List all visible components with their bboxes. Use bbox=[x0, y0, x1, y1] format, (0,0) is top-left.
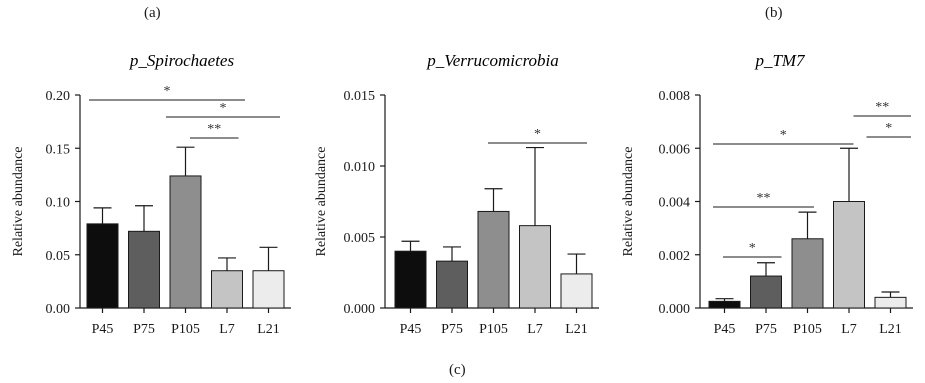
y-tick-label-0-3: 0.15 bbox=[46, 142, 71, 157]
y-tick-label-0-0: 0.00 bbox=[46, 302, 71, 317]
bar-1-P105 bbox=[477, 210, 510, 309]
x-tick-label-1-L7: L7 bbox=[527, 322, 543, 337]
bar-1-L7 bbox=[519, 225, 551, 309]
significance-label-2-2: * bbox=[885, 121, 892, 136]
x-tick-label-0-P45: P45 bbox=[92, 322, 114, 337]
y-tick-label-1-2: 0.010 bbox=[344, 160, 376, 175]
chart-title-1: p_Verrucomicrobia bbox=[426, 51, 559, 70]
x-tick-label-2-P45: P45 bbox=[714, 322, 736, 337]
x-tick-label-1-P75: P75 bbox=[441, 322, 463, 337]
bar-0-L7 bbox=[211, 270, 243, 309]
y-tick-label-2-2: 0.004 bbox=[659, 196, 691, 211]
bar-2-L7 bbox=[833, 201, 865, 309]
chart-title-2: p_TM7 bbox=[754, 51, 806, 70]
panel-label-b: (b) bbox=[765, 5, 783, 21]
significance-label-2-1: * bbox=[780, 128, 787, 143]
y-tick-label-0-2: 0.10 bbox=[46, 196, 71, 211]
significance-label-0-0: * bbox=[164, 84, 171, 99]
bar-2-L21 bbox=[874, 296, 907, 309]
bar-0-P45 bbox=[86, 223, 119, 309]
bar-2-P105 bbox=[791, 238, 824, 309]
x-tick-label-2-P75: P75 bbox=[755, 322, 777, 337]
y-axis-label-0: Relative abundance bbox=[11, 146, 26, 256]
bar-0-P105 bbox=[169, 175, 202, 309]
bar-0-L21 bbox=[252, 270, 285, 309]
bar-2-P75 bbox=[750, 275, 782, 309]
y-axis-label-1: Relative abundance bbox=[314, 146, 329, 256]
bar-1-P75 bbox=[436, 260, 468, 309]
significance-label-0-2: ** bbox=[207, 122, 221, 137]
x-tick-label-0-L7: L7 bbox=[219, 322, 235, 337]
significance-label-2-3: ** bbox=[757, 191, 771, 206]
x-tick-label-0-L21: L21 bbox=[257, 322, 280, 337]
y-tick-label-2-1: 0.002 bbox=[659, 249, 691, 264]
x-tick-label-2-P105: P105 bbox=[793, 322, 822, 337]
x-tick-label-2-L21: L21 bbox=[879, 322, 902, 337]
x-tick-label-0-P105: P105 bbox=[171, 322, 200, 337]
y-tick-label-1-3: 0.015 bbox=[344, 89, 376, 104]
x-tick-label-2-L7: L7 bbox=[841, 322, 857, 337]
y-tick-label-1-0: 0.000 bbox=[344, 302, 376, 317]
significance-label-2-4: * bbox=[749, 241, 756, 256]
y-tick-label-0-4: 0.20 bbox=[46, 89, 71, 104]
y-axis-label-2: Relative abundance bbox=[621, 146, 636, 256]
panel-label-a: (a) bbox=[144, 5, 161, 21]
y-tick-label-0-1: 0.05 bbox=[46, 249, 71, 264]
bar-0-P75 bbox=[128, 230, 160, 309]
y-tick-label-2-4: 0.008 bbox=[659, 89, 691, 104]
y-tick-label-1-1: 0.005 bbox=[344, 231, 376, 246]
x-tick-label-1-P105: P105 bbox=[479, 322, 508, 337]
x-tick-label-0-P75: P75 bbox=[133, 322, 155, 337]
y-tick-label-2-0: 0.000 bbox=[659, 302, 691, 317]
significance-label-0-1: * bbox=[220, 101, 227, 116]
bar-1-P45 bbox=[394, 250, 427, 309]
significance-label-2-0: ** bbox=[875, 100, 889, 115]
significance-label-1-0: * bbox=[534, 127, 541, 142]
chart-title-0: p_Spirochaetes bbox=[129, 51, 235, 70]
y-tick-label-2-3: 0.006 bbox=[659, 142, 691, 157]
panel-label-c: (c) bbox=[449, 362, 466, 378]
x-tick-label-1-L21: L21 bbox=[565, 322, 588, 337]
x-tick-label-1-P45: P45 bbox=[400, 322, 422, 337]
bar-1-L21 bbox=[560, 273, 593, 309]
bar-2-P45 bbox=[708, 300, 741, 309]
